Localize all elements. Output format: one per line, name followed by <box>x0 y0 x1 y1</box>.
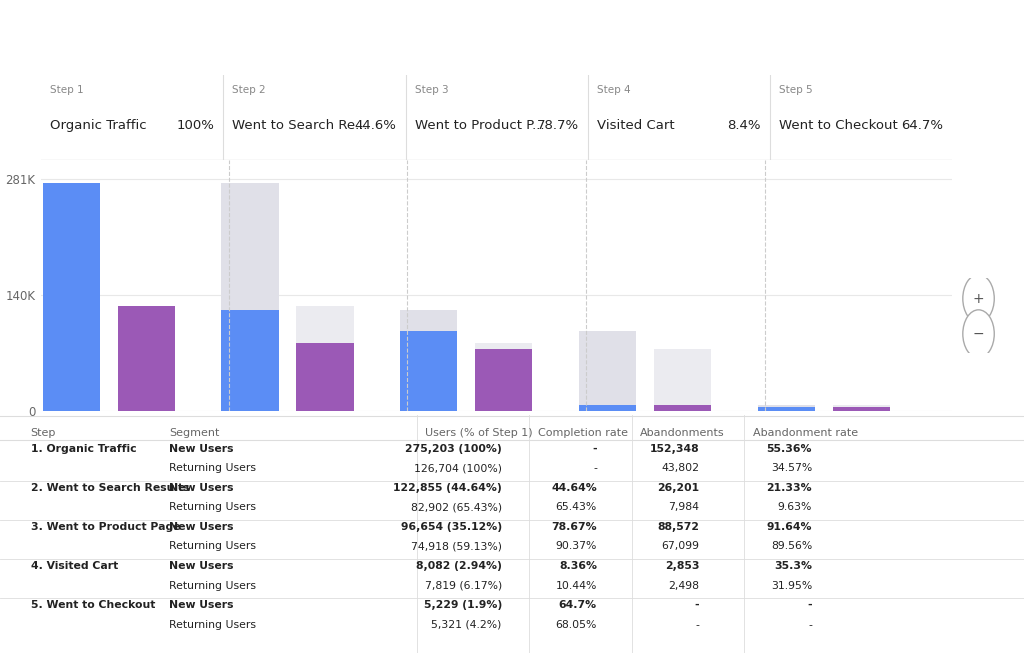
Text: +: + <box>973 291 984 306</box>
Text: Organic Traffic: Organic Traffic <box>50 119 146 133</box>
Text: 7,984: 7,984 <box>669 502 699 513</box>
Text: 8.36%: 8.36% <box>559 561 597 571</box>
Text: -: - <box>593 463 597 473</box>
Bar <box>297 306 353 411</box>
Text: -: - <box>695 620 699 629</box>
Bar <box>475 349 532 411</box>
Text: 78.7%: 78.7% <box>537 119 579 133</box>
Bar <box>400 310 458 411</box>
Text: Step 5: Step 5 <box>779 86 813 95</box>
Text: 9.63%: 9.63% <box>777 502 812 513</box>
Bar <box>221 183 279 411</box>
Text: 90.37%: 90.37% <box>556 541 597 551</box>
Text: 2,498: 2,498 <box>669 581 699 590</box>
Text: Step 3: Step 3 <box>415 86 449 95</box>
Text: Went to Checkout: Went to Checkout <box>779 119 898 133</box>
Bar <box>833 407 890 411</box>
Text: 122,855 (44.64%): 122,855 (44.64%) <box>393 483 502 493</box>
Bar <box>118 306 175 411</box>
Text: 65.43%: 65.43% <box>556 502 597 513</box>
Text: Went to Search Re...: Went to Search Re... <box>232 119 368 133</box>
Text: 3. Went to Product Page: 3. Went to Product Page <box>31 522 180 532</box>
Bar <box>297 343 353 411</box>
Text: 1. Organic Traffic: 1. Organic Traffic <box>31 444 136 454</box>
Bar <box>833 405 890 411</box>
Text: -: - <box>694 600 699 610</box>
Bar <box>654 349 711 411</box>
Text: 31.95%: 31.95% <box>771 581 812 590</box>
Text: New Users: New Users <box>169 561 233 571</box>
Text: 8.4%: 8.4% <box>727 119 761 133</box>
Text: 5,321 (4.2%): 5,321 (4.2%) <box>431 620 502 629</box>
Text: 275,203 (100%): 275,203 (100%) <box>406 444 502 454</box>
Text: −: − <box>973 327 984 341</box>
Text: 68.05%: 68.05% <box>556 620 597 629</box>
Text: 91.64%: 91.64% <box>767 522 812 532</box>
Circle shape <box>963 310 994 358</box>
Text: Returning Users: Returning Users <box>169 541 256 551</box>
Text: 64.7%: 64.7% <box>559 600 597 610</box>
Text: 100%: 100% <box>176 119 214 133</box>
Text: Visited Cart: Visited Cart <box>597 119 675 133</box>
Text: Returning Users: Returning Users <box>169 620 256 629</box>
Text: Abandonments: Abandonments <box>640 428 725 438</box>
Text: 34.57%: 34.57% <box>771 463 812 473</box>
Text: 96,654 (35.12%): 96,654 (35.12%) <box>400 522 502 532</box>
Text: 7,819 (6.17%): 7,819 (6.17%) <box>425 581 502 590</box>
Text: 4. Visited Cart: 4. Visited Cart <box>31 561 118 571</box>
Bar <box>758 405 815 411</box>
Text: 152,348: 152,348 <box>650 444 699 454</box>
Text: 82,902 (65.43%): 82,902 (65.43%) <box>411 502 502 513</box>
Circle shape <box>963 274 994 323</box>
Text: 74,918 (59.13%): 74,918 (59.13%) <box>411 541 502 551</box>
Text: -: - <box>808 620 812 629</box>
Bar <box>43 183 100 411</box>
Text: 10.44%: 10.44% <box>556 581 597 590</box>
Text: 2. Went to Search Results: 2. Went to Search Results <box>31 483 189 493</box>
Text: 88,572: 88,572 <box>657 522 699 532</box>
Text: Step 4: Step 4 <box>597 86 631 95</box>
Text: New Users: New Users <box>169 444 233 454</box>
Text: 35.3%: 35.3% <box>774 561 812 571</box>
Text: 44.6%: 44.6% <box>354 119 396 133</box>
Text: 8,082 (2.94%): 8,082 (2.94%) <box>416 561 502 571</box>
Text: Returning Users: Returning Users <box>169 463 256 473</box>
Text: 26,201: 26,201 <box>657 483 699 493</box>
Text: 89.56%: 89.56% <box>771 541 812 551</box>
Text: Segment: Segment <box>169 428 219 438</box>
Text: 126,704 (100%): 126,704 (100%) <box>414 463 502 473</box>
Text: Completion rate: Completion rate <box>538 428 628 438</box>
Bar <box>475 343 532 411</box>
Bar <box>579 331 636 411</box>
Text: 78.67%: 78.67% <box>551 522 597 532</box>
Bar <box>400 331 458 411</box>
Text: Step: Step <box>31 428 56 438</box>
Bar <box>221 310 279 411</box>
Text: Returning Users: Returning Users <box>169 502 256 513</box>
Text: 2,853: 2,853 <box>665 561 699 571</box>
Bar <box>654 405 711 411</box>
Text: Returning Users: Returning Users <box>169 581 256 590</box>
Text: 5. Went to Checkout: 5. Went to Checkout <box>31 600 155 610</box>
Text: 21.33%: 21.33% <box>766 483 812 493</box>
Text: New Users: New Users <box>169 483 233 493</box>
Text: Abandonment rate: Abandonment rate <box>753 428 858 438</box>
Text: 67,099: 67,099 <box>662 541 699 551</box>
Text: 5,229 (1.9%): 5,229 (1.9%) <box>424 600 502 610</box>
Text: New Users: New Users <box>169 600 233 610</box>
Text: 44.64%: 44.64% <box>551 483 597 493</box>
Text: 55.36%: 55.36% <box>767 444 812 454</box>
Text: Users (% of Step 1): Users (% of Step 1) <box>425 428 532 438</box>
Text: Step 2: Step 2 <box>232 86 266 95</box>
Text: Step 1: Step 1 <box>50 86 84 95</box>
Text: -: - <box>807 600 812 610</box>
Text: 43,802: 43,802 <box>662 463 699 473</box>
Text: New Users: New Users <box>169 522 233 532</box>
Text: 64.7%: 64.7% <box>901 119 943 133</box>
Text: Went to Product P...: Went to Product P... <box>415 119 544 133</box>
Bar <box>579 405 636 411</box>
Bar <box>758 407 815 411</box>
Text: -: - <box>592 444 597 454</box>
